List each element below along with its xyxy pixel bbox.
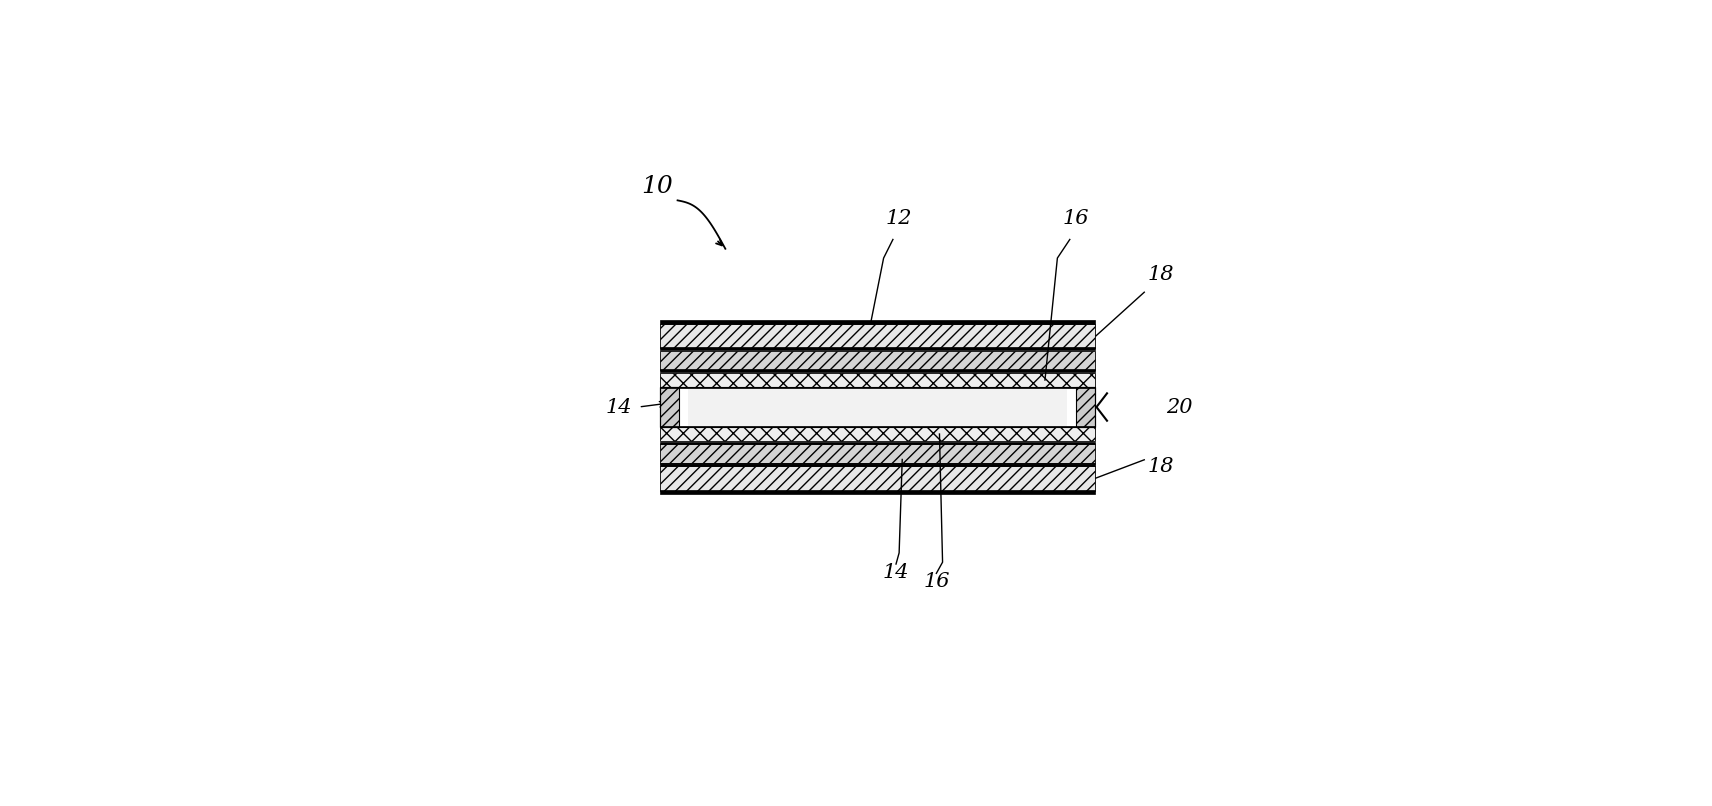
Text: 18: 18 xyxy=(1147,457,1174,476)
Bar xyxy=(688,387,1067,427)
Bar xyxy=(661,466,1094,491)
Bar xyxy=(661,351,1094,370)
Bar xyxy=(661,444,1094,463)
Bar xyxy=(661,464,1094,466)
Bar xyxy=(661,347,1094,350)
Bar xyxy=(661,387,1094,388)
Bar xyxy=(661,442,1094,444)
Bar xyxy=(661,387,678,427)
Text: 16: 16 xyxy=(923,572,950,591)
Bar xyxy=(661,320,1094,323)
Bar xyxy=(661,369,1094,372)
Text: 20: 20 xyxy=(1166,397,1193,417)
Text: 12: 12 xyxy=(885,209,912,228)
Bar xyxy=(661,373,1094,387)
Bar xyxy=(1067,387,1077,427)
Bar xyxy=(661,427,1094,441)
Bar xyxy=(661,387,1094,427)
Bar xyxy=(661,323,1094,348)
Text: 10: 10 xyxy=(642,175,673,198)
Bar xyxy=(678,387,688,427)
Text: 14: 14 xyxy=(606,397,632,417)
Text: 18: 18 xyxy=(1147,265,1174,284)
Bar xyxy=(661,426,1094,427)
Bar xyxy=(1077,387,1094,427)
Bar xyxy=(661,490,1094,493)
Text: 14: 14 xyxy=(883,563,909,582)
Text: 16: 16 xyxy=(1063,209,1089,228)
